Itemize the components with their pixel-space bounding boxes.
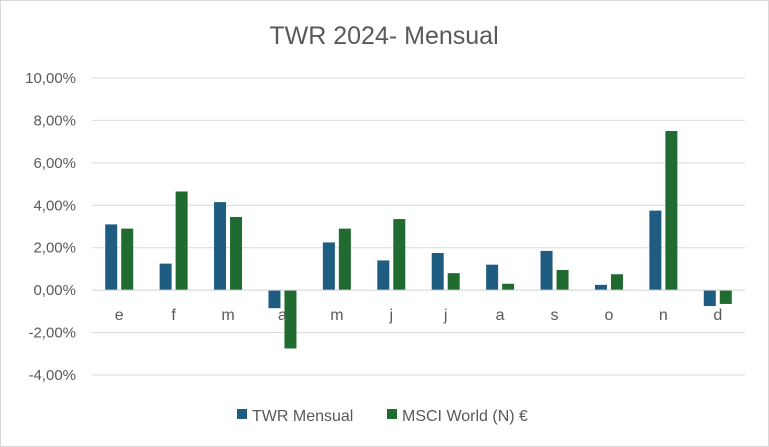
y-tick-label: -4,00% bbox=[28, 367, 76, 384]
x-category-label: o bbox=[605, 307, 614, 324]
bar bbox=[486, 264, 499, 291]
bar bbox=[703, 290, 716, 307]
bar bbox=[284, 290, 297, 349]
bar bbox=[556, 269, 569, 291]
x-category-label: n bbox=[659, 307, 668, 324]
bar bbox=[447, 273, 460, 291]
y-axis-tick-labels: 10,00% 8,00% 6,00% 4,00% 2,00% 0,00% -2,00% -4,… bbox=[25, 70, 76, 384]
bar bbox=[214, 202, 227, 291]
gridlines bbox=[92, 77, 745, 376]
bar bbox=[159, 263, 172, 291]
y-tick-label: 10,00% bbox=[25, 70, 76, 87]
bar bbox=[719, 290, 732, 304]
bar bbox=[665, 131, 678, 291]
bar bbox=[393, 219, 406, 291]
legend: TWR Mensual MSCI World (N) € bbox=[237, 408, 528, 425]
bar bbox=[594, 284, 607, 291]
x-category-label: j bbox=[389, 307, 394, 324]
bar bbox=[540, 250, 553, 291]
y-tick-label: -2,00% bbox=[28, 325, 76, 342]
bar bbox=[649, 210, 662, 291]
bar bbox=[268, 290, 281, 309]
x-category-label: a bbox=[278, 307, 287, 324]
bar bbox=[121, 228, 134, 291]
bar bbox=[377, 260, 390, 291]
x-category-label: d bbox=[713, 307, 722, 324]
y-tick-label: 2,00% bbox=[33, 240, 76, 257]
y-tick-label: 8,00% bbox=[33, 112, 76, 129]
x-category-label: e bbox=[115, 307, 124, 324]
y-tick-label: 0,00% bbox=[33, 282, 76, 299]
legend-swatch bbox=[387, 409, 397, 419]
x-category-label: m bbox=[330, 307, 343, 324]
x-category-label: s bbox=[551, 307, 559, 324]
bar bbox=[175, 191, 188, 291]
bar bbox=[230, 216, 243, 291]
bar bbox=[338, 228, 351, 291]
x-category-label: a bbox=[496, 307, 505, 324]
x-category-label: f bbox=[171, 307, 176, 324]
x-category-label: j bbox=[443, 307, 448, 324]
legend-label: MSCI World (N) € bbox=[402, 408, 528, 425]
bar bbox=[431, 253, 444, 291]
y-tick-label: 4,00% bbox=[33, 197, 76, 214]
legend-swatch bbox=[237, 409, 247, 419]
y-tick-label: 6,00% bbox=[33, 155, 76, 172]
legend-label: TWR Mensual bbox=[252, 408, 353, 425]
x-category-label: m bbox=[221, 307, 234, 324]
bar bbox=[105, 224, 118, 291]
bars bbox=[105, 131, 732, 349]
chart-title: TWR 2024- Mensual bbox=[269, 22, 498, 50]
bar bbox=[322, 242, 335, 291]
bar bbox=[610, 274, 623, 291]
bar bbox=[502, 283, 515, 291]
